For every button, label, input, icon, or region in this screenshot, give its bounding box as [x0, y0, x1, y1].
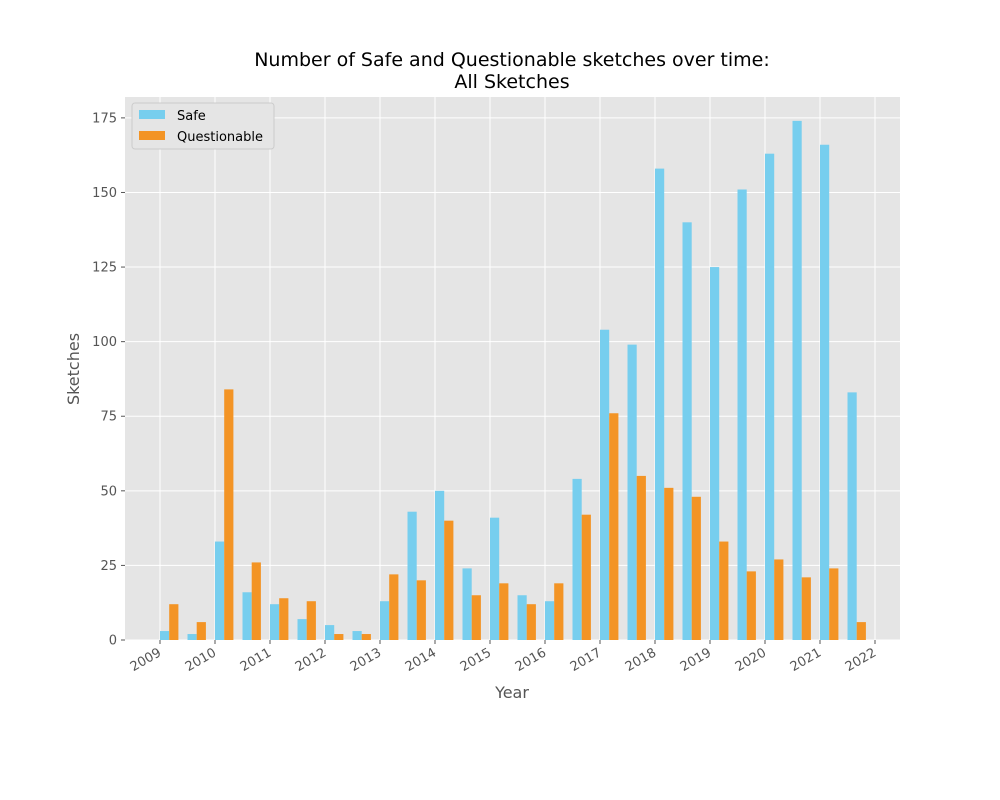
x-tick-label: 2010: [183, 645, 219, 675]
x-tick-label: 2019: [678, 645, 714, 675]
bar-questionable: [801, 577, 811, 640]
bar-questionable: [471, 595, 481, 640]
y-tick-label: 25: [100, 559, 117, 574]
plot-area: [125, 97, 900, 640]
bar-questionable: [719, 541, 729, 640]
bar-questionable: [416, 580, 426, 640]
bar-questionable: [746, 571, 756, 640]
bar-safe: [655, 168, 665, 640]
bar-questionable: [389, 574, 399, 640]
bars: [160, 120, 866, 641]
bar-safe: [820, 144, 830, 640]
bar-questionable: [774, 559, 784, 640]
bar-safe: [435, 490, 445, 640]
x-tick-label: 2016: [513, 645, 549, 675]
bar-safe: [737, 189, 747, 640]
x-tick-label: 2013: [348, 645, 384, 675]
bar-safe: [297, 619, 307, 640]
bar-safe: [517, 595, 527, 640]
bar-safe: [682, 222, 692, 641]
bar-questionable: [306, 601, 316, 640]
bar-safe: [462, 568, 472, 640]
bar-safe: [407, 511, 417, 640]
y-tick-label: 75: [100, 410, 117, 425]
bar-questionable: [251, 562, 261, 640]
y-tick-label: 125: [92, 261, 117, 276]
legend: Safe Questionable: [131, 102, 275, 150]
legend-label-questionable: Questionable: [177, 130, 263, 145]
chart-title-line-1: Number of Safe and Questionable sketches…: [254, 49, 770, 71]
x-axis-label: Year: [494, 683, 529, 702]
bar-safe: [765, 153, 775, 640]
bar-safe: [160, 631, 170, 640]
bar-questionable: [334, 634, 344, 640]
legend-swatch-questionable: [139, 131, 165, 140]
y-tick-label: 175: [92, 111, 117, 126]
bar-safe: [270, 604, 280, 640]
bar-questionable: [279, 598, 289, 640]
bar-questionable: [361, 634, 371, 640]
x-tick-label: 2022: [843, 645, 879, 675]
x-tick-label: 2014: [403, 645, 439, 675]
bar-questionable: [169, 604, 179, 640]
legend-swatch-safe: [139, 110, 165, 119]
bar-questionable: [664, 487, 674, 640]
bar-questionable: [581, 514, 591, 640]
legend-box: [131, 102, 275, 150]
x-axis-ticks: 2009 2010 2011 2012 2013 2014 2015 2016 2017 2018…: [128, 640, 879, 675]
y-axis-label: Sketches: [64, 333, 83, 405]
y-tick-label: 0: [109, 634, 117, 649]
bar-questionable: [856, 622, 866, 640]
bar-safe: [792, 120, 802, 640]
x-tick-label: 2017: [568, 645, 604, 675]
bar-safe: [490, 517, 500, 640]
bar-safe: [215, 541, 225, 640]
x-tick-label: 2009: [128, 645, 164, 675]
bar-safe: [545, 601, 555, 640]
x-tick-label: 2018: [623, 645, 659, 675]
y-tick-label: 50: [100, 484, 117, 499]
bar-safe: [847, 392, 857, 640]
bar-safe: [710, 267, 720, 640]
bar-safe: [627, 344, 637, 640]
bar-safe: [325, 625, 335, 640]
x-tick-label: 2020: [733, 645, 769, 675]
bar-questionable: [224, 389, 234, 640]
y-axis-ticks: 0 25 50 75 100 125 150 175: [92, 111, 125, 649]
x-tick-label: 2011: [238, 645, 274, 675]
bar-questionable: [554, 583, 564, 640]
bar-safe: [600, 329, 610, 640]
bar-safe: [572, 478, 582, 640]
bar-questionable: [829, 568, 839, 640]
bar-questionable: [499, 583, 509, 640]
legend-label-safe: Safe: [177, 109, 206, 124]
y-tick-label: 150: [92, 186, 117, 201]
bar-questionable: [526, 604, 536, 640]
chart-title-line-2: All Sketches: [454, 71, 569, 93]
bar-questionable: [196, 622, 206, 640]
x-tick-label: 2012: [293, 645, 329, 675]
bar-safe: [352, 631, 362, 640]
bar-questionable: [444, 520, 454, 640]
y-tick-label: 100: [92, 335, 117, 350]
x-tick-label: 2021: [788, 645, 824, 675]
x-tick-label: 2015: [458, 645, 494, 675]
bar-questionable: [636, 475, 646, 640]
bar-safe: [380, 601, 390, 640]
bar-questionable: [609, 413, 619, 640]
bar-safe: [187, 634, 197, 640]
bar-safe: [242, 592, 252, 640]
bar-questionable: [691, 496, 701, 640]
